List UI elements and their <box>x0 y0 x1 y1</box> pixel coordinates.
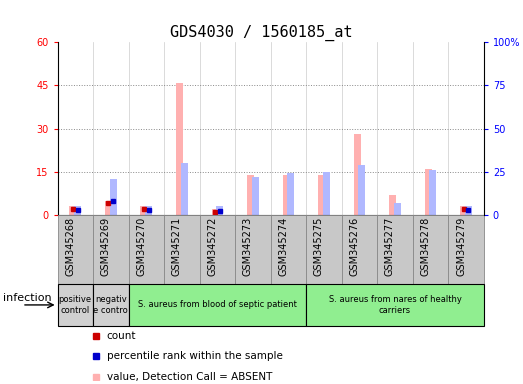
Text: GDS4030 / 1560185_at: GDS4030 / 1560185_at <box>170 25 353 41</box>
Text: S. aureus from nares of healthy
carriers: S. aureus from nares of healthy carriers <box>328 295 461 314</box>
Text: GSM345269: GSM345269 <box>101 217 111 276</box>
Text: GSM345273: GSM345273 <box>243 217 253 276</box>
Bar <box>354 134 361 215</box>
Text: positive
control: positive control <box>59 295 92 314</box>
Text: GSM345268: GSM345268 <box>65 217 75 276</box>
Bar <box>247 175 254 215</box>
Text: count: count <box>107 331 136 341</box>
FancyBboxPatch shape <box>342 215 377 284</box>
Text: GSM345278: GSM345278 <box>420 217 430 276</box>
Bar <box>141 206 147 215</box>
Bar <box>176 83 183 215</box>
Text: GSM345274: GSM345274 <box>278 217 288 276</box>
FancyBboxPatch shape <box>448 215 484 284</box>
Bar <box>145 206 152 215</box>
FancyBboxPatch shape <box>413 215 448 284</box>
Bar <box>318 175 325 215</box>
FancyBboxPatch shape <box>306 284 484 326</box>
FancyBboxPatch shape <box>164 215 200 284</box>
Text: GSM345272: GSM345272 <box>208 217 218 276</box>
Text: GSM345271: GSM345271 <box>172 217 182 276</box>
Bar <box>216 206 223 215</box>
Text: GSM345270: GSM345270 <box>137 217 146 276</box>
Bar <box>110 179 117 215</box>
FancyBboxPatch shape <box>200 215 235 284</box>
Bar <box>425 169 431 215</box>
Bar <box>358 165 365 215</box>
Text: negativ
e contro: negativ e contro <box>94 295 128 314</box>
Bar <box>74 206 81 215</box>
Text: GSM345275: GSM345275 <box>314 217 324 276</box>
FancyBboxPatch shape <box>306 215 342 284</box>
Text: infection: infection <box>3 293 51 303</box>
FancyBboxPatch shape <box>377 215 413 284</box>
Bar <box>429 170 436 215</box>
Bar <box>105 200 112 215</box>
Text: value, Detection Call = ABSENT: value, Detection Call = ABSENT <box>107 372 272 382</box>
Bar <box>460 206 467 215</box>
FancyBboxPatch shape <box>93 284 129 326</box>
FancyBboxPatch shape <box>58 284 93 326</box>
Bar <box>252 177 259 215</box>
Text: percentile rank within the sample: percentile rank within the sample <box>107 351 282 361</box>
Bar <box>180 163 188 215</box>
Text: GSM345279: GSM345279 <box>456 217 466 276</box>
Bar <box>211 209 219 215</box>
FancyBboxPatch shape <box>93 215 129 284</box>
FancyBboxPatch shape <box>271 215 306 284</box>
FancyBboxPatch shape <box>58 215 93 284</box>
Text: GSM345277: GSM345277 <box>385 217 395 276</box>
Bar <box>465 206 472 215</box>
Bar <box>394 203 401 215</box>
FancyBboxPatch shape <box>235 215 271 284</box>
Bar <box>287 174 294 215</box>
Bar <box>70 206 76 215</box>
Bar <box>282 175 290 215</box>
FancyBboxPatch shape <box>129 215 164 284</box>
FancyBboxPatch shape <box>129 284 306 326</box>
Text: S. aureus from blood of septic patient: S. aureus from blood of septic patient <box>138 300 297 310</box>
Text: GSM345276: GSM345276 <box>349 217 359 276</box>
Bar <box>323 172 330 215</box>
Bar <box>389 195 396 215</box>
